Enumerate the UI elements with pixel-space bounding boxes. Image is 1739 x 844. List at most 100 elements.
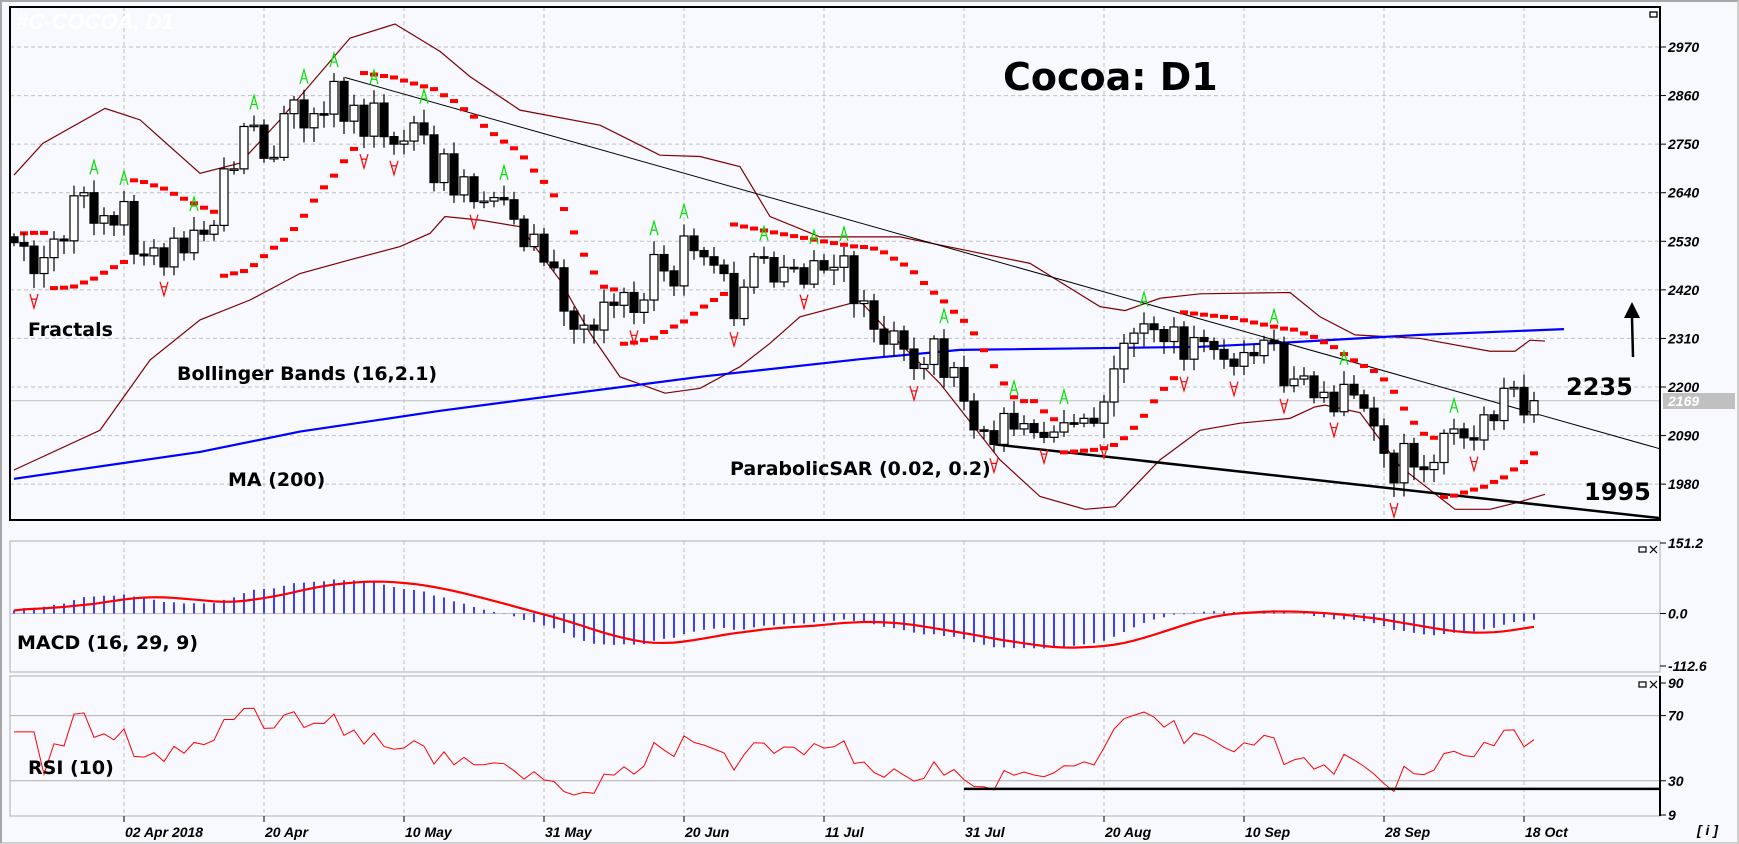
candle-bear [1229, 358, 1239, 367]
candle-bear [969, 400, 979, 431]
candle-bear [379, 102, 389, 138]
close-macd-icon[interactable] [1649, 545, 1658, 554]
candle-bear [669, 270, 679, 287]
candle-bull [329, 80, 339, 115]
candle-bull [1439, 432, 1449, 464]
rsi-tick-label: 9 [1668, 807, 1676, 823]
sar-dot [1330, 345, 1338, 350]
sar-dot [130, 178, 138, 183]
sar-dot [200, 205, 208, 210]
sar-dot [580, 252, 588, 257]
candle-bull [1499, 387, 1509, 422]
candle-bull [479, 200, 489, 204]
fractal-down-icon [729, 331, 739, 349]
sar-dot [900, 262, 908, 267]
candle-bear [1519, 386, 1529, 416]
sar-dot [660, 330, 668, 335]
x-tick-label: 28 Sep [1384, 824, 1431, 840]
grid [10, 7, 1660, 816]
y-tick-label: 1980 [1668, 476, 1699, 492]
sar-dot [1000, 381, 1008, 386]
sar-dot [1500, 475, 1508, 480]
sar-dot [1220, 314, 1228, 319]
macd-tick-label: 151.2 [1668, 535, 1703, 551]
candle-bear [879, 328, 889, 345]
candle-bear [849, 255, 859, 305]
candle-bull [289, 99, 299, 115]
sar-dot [520, 155, 528, 160]
fractal-up-icon [759, 224, 769, 241]
x-tick-label: 02 Apr 2018 [125, 824, 203, 840]
sar-dot [450, 99, 458, 104]
ma-200 [13, 328, 1565, 480]
fractal-up-icon [249, 93, 259, 110]
fractal-up-icon [839, 224, 849, 242]
candle-bear [959, 366, 969, 402]
sar-dot [960, 318, 968, 323]
sar-dot [1530, 451, 1538, 456]
candle-bull [649, 253, 659, 301]
rsi-tick-label: 90 [1668, 675, 1684, 691]
candle-bear [499, 196, 509, 201]
candle-bear [1249, 351, 1259, 357]
close-rsi-icon[interactable] [1649, 680, 1658, 689]
candle-bull [679, 235, 689, 287]
candle-bull [219, 168, 229, 226]
trendline-upper [344, 76, 1661, 450]
fractal-up-icon [1009, 378, 1019, 396]
maximize-macd-icon[interactable] [1638, 546, 1647, 553]
sar-dot [210, 209, 218, 214]
sar-dot [150, 183, 158, 188]
candle-bull [839, 255, 849, 268]
sar-dot [170, 191, 178, 196]
x-tick-label: 20 Aug [1104, 824, 1152, 840]
candle-bull [189, 229, 199, 254]
parabolic-sar [20, 71, 1538, 499]
candle-bear [469, 176, 479, 203]
sar-dot [710, 298, 718, 303]
candle-bull [1399, 442, 1409, 484]
sar-dot [500, 139, 508, 144]
info-button[interactable]: [ i ] [1696, 822, 1719, 838]
sar-dot [490, 132, 498, 137]
sar-dot [1070, 449, 1078, 454]
candle-bull [1049, 431, 1059, 438]
candle-bear [909, 348, 919, 370]
current-price-label: 2169 [1667, 393, 1699, 409]
sar-dot [690, 311, 698, 316]
sar-dot [1040, 409, 1048, 414]
candle-bull [999, 412, 1009, 446]
sar-dot [330, 173, 338, 178]
candle-bear [1489, 414, 1499, 422]
sar-dot [670, 324, 678, 329]
macd-panel [10, 579, 1660, 649]
candle-bull [69, 195, 79, 242]
candles [9, 73, 1539, 497]
maximize-rsi-icon[interactable] [1638, 681, 1647, 688]
candle-bear [1219, 348, 1229, 360]
sar-dot [370, 72, 378, 77]
candle-bull [1109, 368, 1119, 403]
sar-dot [1310, 334, 1318, 339]
candle-bull [459, 176, 469, 196]
maximize-main-icon[interactable] [1649, 11, 1658, 18]
sar-dot [850, 244, 858, 249]
macd-tick-label: -112.6 [1668, 658, 1707, 674]
sar-dot [470, 114, 478, 119]
main-panel-border [9, 6, 1661, 521]
candle-bull [1119, 342, 1129, 370]
fractal-down-icon [1329, 422, 1339, 439]
candle-bear [159, 247, 169, 268]
sar-dot [1480, 484, 1488, 489]
candle-bull [489, 196, 499, 202]
support-level-label: 1995 [1584, 478, 1651, 506]
bollinger-label: Bollinger Bands (16,2.1) [177, 363, 437, 385]
sar-label: ParabolicSAR (0.02, 0.2) [730, 458, 991, 480]
resistance-level-label: 2235 [1566, 373, 1633, 401]
candle-bull [1019, 423, 1029, 430]
sar-dot [400, 78, 408, 83]
sar-dot [240, 269, 248, 274]
candle-bear [259, 124, 269, 159]
candle-bear [179, 237, 189, 254]
